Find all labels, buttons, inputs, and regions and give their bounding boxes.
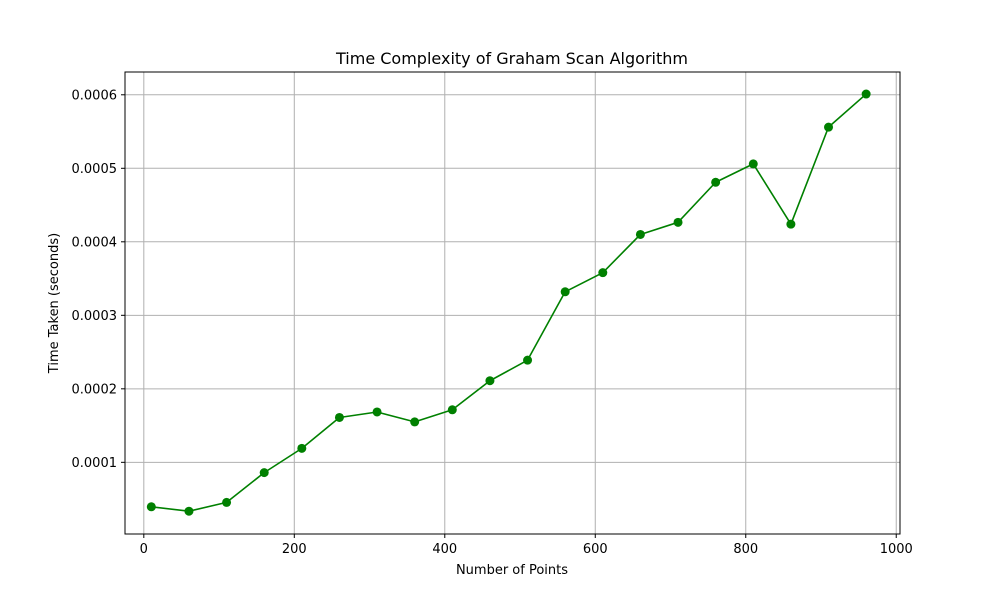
data-point xyxy=(372,407,382,417)
chart-title: Time Complexity of Graham Scan Algorithm xyxy=(335,49,688,68)
data-point xyxy=(824,122,834,132)
data-point xyxy=(222,497,232,507)
data-point xyxy=(297,443,307,453)
y-tick-label: 0.0002 xyxy=(72,382,118,397)
grid xyxy=(125,72,900,534)
x-axis: 0 200 400 600 800 1000 xyxy=(140,534,913,557)
y-tick-label: 0.0003 xyxy=(72,309,118,324)
data-point xyxy=(748,159,758,169)
data-point xyxy=(410,417,420,427)
data-point xyxy=(146,502,156,512)
data-point xyxy=(184,506,194,516)
y-axis-title: Time Taken (seconds) xyxy=(47,233,62,374)
x-tick-label: 0 xyxy=(140,542,148,557)
data-point xyxy=(259,468,269,478)
data-point xyxy=(447,405,457,415)
series-layer xyxy=(146,89,871,516)
x-tick-label: 800 xyxy=(733,542,758,557)
data-point xyxy=(485,376,495,386)
x-tick-label: 200 xyxy=(282,542,307,557)
y-axis: 0.0001 0.0002 0.0003 0.0004 0.0005 0.0006 xyxy=(72,88,125,471)
x-axis-title: Number of Points xyxy=(456,563,568,578)
x-tick-label: 400 xyxy=(432,542,457,557)
data-point xyxy=(598,268,608,278)
y-tick-label: 0.0005 xyxy=(72,162,118,177)
y-tick-label: 0.0001 xyxy=(72,456,118,471)
data-point xyxy=(560,287,570,297)
data-point xyxy=(861,89,871,99)
y-tick-label: 0.0004 xyxy=(72,235,118,250)
series-line xyxy=(151,93,867,513)
data-point xyxy=(334,412,344,422)
data-point xyxy=(711,177,721,187)
plot-frame xyxy=(124,71,901,535)
data-point xyxy=(786,219,796,229)
x-tick-label: 1000 xyxy=(880,542,913,557)
x-tick-label: 600 xyxy=(583,542,608,557)
data-point xyxy=(635,229,645,239)
data-point xyxy=(673,217,683,227)
data-point xyxy=(523,355,533,365)
y-tick-label: 0.0006 xyxy=(72,88,118,103)
